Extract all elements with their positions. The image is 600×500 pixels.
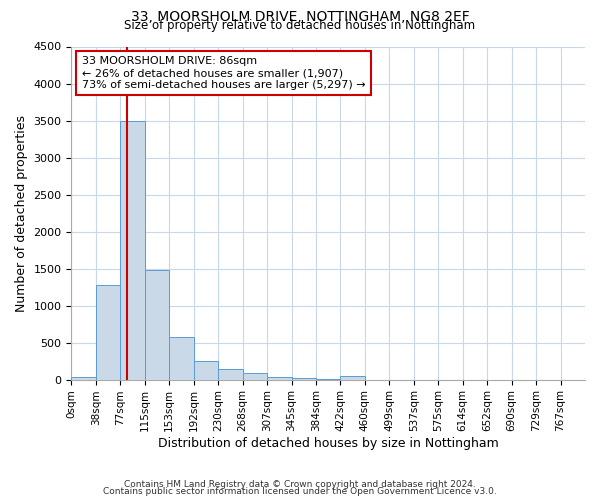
Text: 33 MOORSHOLM DRIVE: 86sqm
← 26% of detached houses are smaller (1,907)
73% of se: 33 MOORSHOLM DRIVE: 86sqm ← 26% of detac… xyxy=(82,56,365,90)
X-axis label: Distribution of detached houses by size in Nottingham: Distribution of detached houses by size … xyxy=(158,437,499,450)
Y-axis label: Number of detached properties: Number of detached properties xyxy=(15,114,28,312)
Text: 33, MOORSHOLM DRIVE, NOTTINGHAM, NG8 2EF: 33, MOORSHOLM DRIVE, NOTTINGHAM, NG8 2EF xyxy=(131,10,469,24)
Text: Size of property relative to detached houses in Nottingham: Size of property relative to detached ho… xyxy=(124,19,476,32)
Text: Contains HM Land Registry data © Crown copyright and database right 2024.: Contains HM Land Registry data © Crown c… xyxy=(124,480,476,489)
Bar xyxy=(340,376,365,380)
Text: Contains public sector information licensed under the Open Government Licence v3: Contains public sector information licen… xyxy=(103,487,497,496)
Bar xyxy=(71,378,96,380)
Bar xyxy=(121,120,145,380)
Bar xyxy=(96,285,121,380)
Bar xyxy=(267,376,292,380)
Bar xyxy=(242,373,267,380)
Bar xyxy=(218,369,242,380)
Bar xyxy=(292,378,316,380)
Bar xyxy=(169,337,194,380)
Bar xyxy=(316,379,340,380)
Bar xyxy=(194,361,218,380)
Bar xyxy=(145,270,169,380)
